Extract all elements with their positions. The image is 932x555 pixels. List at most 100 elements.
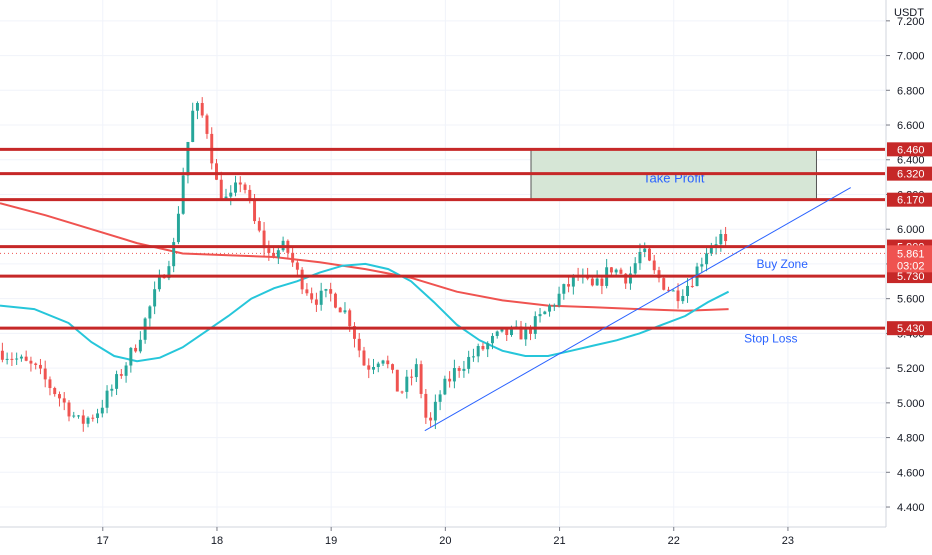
levels — [0, 147, 885, 330]
candle-body — [548, 305, 552, 312]
y-tick-label: 6.800 — [897, 85, 925, 97]
candle-body — [291, 252, 295, 263]
level-price-label: 6.320 — [897, 169, 925, 181]
candle-body — [719, 234, 723, 245]
y-tick-label: 6.400 — [897, 155, 925, 167]
candle-body — [505, 327, 509, 335]
candle-body — [690, 285, 694, 287]
trendline-group — [424, 187, 851, 432]
candle-body — [386, 360, 390, 365]
moving-averages — [0, 202, 730, 363]
y-tick-label: 4.600 — [897, 467, 925, 479]
candle-body — [134, 347, 138, 352]
candle-body — [324, 289, 328, 291]
candle-body — [557, 293, 561, 306]
level-price-label: 5.730 — [897, 271, 925, 283]
candle-body — [91, 417, 95, 419]
candle-body — [119, 374, 123, 376]
candle-body — [353, 326, 356, 339]
candle-body — [157, 276, 161, 290]
level-price-badge — [887, 192, 932, 207]
y-tick-label: 5.200 — [897, 363, 925, 375]
y-tick-label: 5.600 — [897, 294, 925, 306]
y-tick-label: 7.200 — [897, 16, 925, 28]
candle-body — [62, 398, 66, 403]
x-axis: 17 18 19 20 21 22 23 — [0, 526, 932, 550]
x-tick-label: 18 — [211, 535, 223, 547]
candle-body — [34, 363, 38, 365]
candle-body — [595, 278, 599, 286]
candle-body — [43, 368, 47, 380]
candle-body — [372, 366, 375, 370]
candle-body — [681, 295, 685, 302]
candle-body — [452, 368, 456, 382]
candle-body — [524, 328, 528, 340]
candle-body — [267, 248, 271, 253]
level-price-badge — [887, 142, 932, 157]
candle-body — [181, 175, 185, 214]
candle-body — [486, 343, 490, 350]
candle-body — [462, 368, 466, 371]
candle-body — [319, 290, 323, 305]
candle-body — [81, 415, 85, 424]
candle-body — [391, 364, 395, 370]
candle-body — [153, 289, 157, 307]
candle-body — [433, 401, 437, 421]
level-price-label: 6.460 — [897, 144, 925, 156]
candle-body — [443, 378, 447, 395]
ma-fast-line — [0, 262, 730, 363]
candle-body — [362, 350, 366, 366]
candle-body — [376, 363, 380, 367]
trendline — [424, 187, 851, 432]
candle-body — [552, 305, 556, 307]
candle-body — [686, 285, 690, 296]
candle-body — [148, 306, 152, 319]
candle-body — [652, 260, 656, 271]
x-tick-label: 20 — [439, 535, 451, 547]
x-axis-bg — [0, 527, 932, 550]
current-price-badge — [887, 245, 932, 273]
candle-body — [395, 369, 399, 392]
currency-label: USDT — [894, 7, 924, 19]
candle-body — [205, 115, 209, 134]
candle-body — [448, 378, 452, 382]
candle-body — [643, 248, 647, 252]
x-tick-label: 21 — [553, 535, 565, 547]
candle-body — [310, 293, 314, 300]
candle-body — [243, 184, 247, 190]
candle-body — [609, 267, 613, 273]
candle-body — [533, 316, 537, 334]
candle-body — [129, 347, 133, 366]
candle-body — [215, 163, 218, 180]
candle-body — [414, 364, 418, 378]
candle-body — [191, 110, 195, 142]
candle-body — [276, 250, 280, 258]
candle-body — [167, 266, 171, 279]
candle-body — [172, 242, 176, 267]
y-axis: USDT4.4004.6004.8005.0005.2005.4005.6005… — [885, 0, 932, 550]
candle-body — [200, 102, 204, 116]
candle-body — [648, 248, 651, 261]
candle-body — [405, 376, 409, 392]
candle-body — [429, 417, 433, 421]
candle-body — [490, 335, 494, 344]
candle-body — [562, 284, 566, 294]
candle-body — [619, 269, 623, 274]
candle-body — [633, 263, 637, 274]
candle-body — [10, 358, 14, 360]
candle-body — [19, 356, 23, 359]
candle-body — [519, 326, 523, 340]
candle-body — [115, 374, 119, 389]
candle-body — [138, 339, 142, 352]
candle-body — [676, 290, 680, 302]
candle-body — [5, 358, 9, 360]
candle-body — [400, 391, 404, 393]
candle-body — [38, 364, 42, 369]
annotations: Buy Zone Stop Loss — [744, 257, 808, 346]
candle-body — [543, 311, 547, 315]
candle-body — [410, 376, 414, 378]
candle-body — [343, 310, 347, 313]
y-tick-label: 6.600 — [897, 120, 925, 132]
